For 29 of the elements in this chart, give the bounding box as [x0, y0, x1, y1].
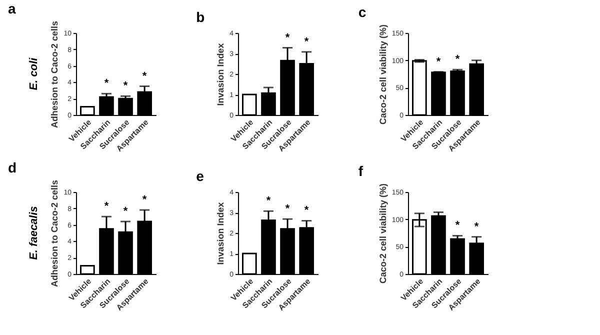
chart-title: c: [358, 4, 366, 20]
annotation: *: [266, 195, 272, 208]
annotation: *: [123, 206, 128, 218]
y-axis-title: Invasion Index: [216, 43, 226, 106]
annotation: *: [304, 36, 310, 48]
chart-title: a: [8, 0, 16, 16]
annotation: *: [474, 220, 480, 233]
chart-title: e: [196, 168, 204, 184]
annotation: *: [304, 204, 310, 217]
y-axis-title: Caco-2 cell viability (%): [378, 24, 388, 125]
text: E. faecalis: [28, 206, 40, 260]
annotation: *: [142, 194, 148, 206]
annotation: *: [104, 200, 110, 213]
annotation: *: [142, 70, 148, 82]
annotation: *: [455, 220, 460, 232]
annotation: *: [285, 203, 290, 216]
y-axis-title: Adhesion to Caco-2 cells: [50, 180, 60, 288]
annotation: *: [104, 78, 110, 90]
chart-title: b: [196, 9, 205, 25]
y-axis-title: Invasion Index: [216, 202, 226, 265]
chart-title: f: [358, 162, 364, 179]
y-axis-title: Adhesion to Caco-2 cells: [50, 20, 60, 128]
annotation: *: [436, 56, 442, 68]
chart-title: d: [8, 159, 17, 176]
annotation: *: [285, 32, 290, 44]
annotation: *: [455, 54, 460, 66]
annotation: *: [123, 80, 128, 92]
text: E. coli: [28, 56, 40, 90]
y-axis-title: Caco-2 cell viability (%): [378, 183, 388, 284]
